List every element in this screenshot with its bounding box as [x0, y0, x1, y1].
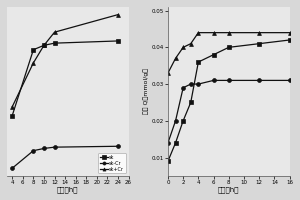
X-axis label: 时间（h）: 时间（h）: [57, 186, 79, 193]
Legend: sk, sk-Cr, sk+Cr: sk, sk-Cr, sk+Cr: [98, 153, 126, 173]
Y-axis label: 吐量 Q（mmol/g）: 吐量 Q（mmol/g）: [143, 68, 149, 114]
X-axis label: 时间（h）: 时间（h）: [218, 186, 239, 193]
